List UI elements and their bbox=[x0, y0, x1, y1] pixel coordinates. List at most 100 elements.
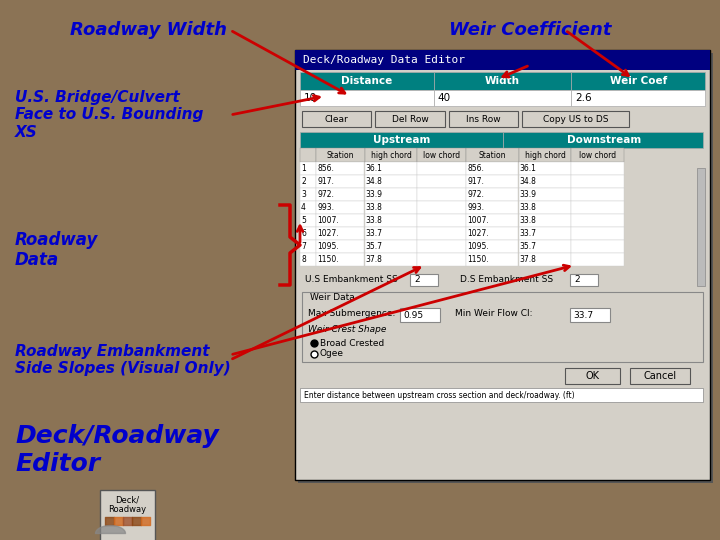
Text: 1: 1 bbox=[301, 164, 306, 173]
Text: 1007.: 1007. bbox=[467, 216, 489, 225]
FancyBboxPatch shape bbox=[316, 214, 364, 227]
Text: 7: 7 bbox=[301, 242, 306, 251]
FancyBboxPatch shape bbox=[300, 162, 315, 175]
FancyBboxPatch shape bbox=[100, 490, 155, 540]
FancyBboxPatch shape bbox=[518, 214, 571, 227]
FancyBboxPatch shape bbox=[300, 227, 315, 240]
FancyBboxPatch shape bbox=[316, 175, 364, 188]
FancyBboxPatch shape bbox=[418, 162, 466, 175]
FancyBboxPatch shape bbox=[466, 148, 518, 162]
Text: 33.8: 33.8 bbox=[520, 216, 536, 225]
Text: 37.8: 37.8 bbox=[366, 255, 382, 264]
FancyBboxPatch shape bbox=[300, 214, 315, 227]
FancyBboxPatch shape bbox=[316, 188, 364, 201]
Text: 37.8: 37.8 bbox=[520, 255, 536, 264]
Text: 33.8: 33.8 bbox=[366, 216, 382, 225]
FancyBboxPatch shape bbox=[466, 253, 518, 266]
FancyBboxPatch shape bbox=[630, 368, 690, 384]
Text: Del Row: Del Row bbox=[392, 114, 428, 124]
FancyBboxPatch shape bbox=[365, 148, 418, 162]
FancyBboxPatch shape bbox=[418, 253, 466, 266]
Text: Weir Data: Weir Data bbox=[310, 294, 355, 302]
FancyBboxPatch shape bbox=[570, 308, 610, 322]
Text: Clear: Clear bbox=[325, 114, 348, 124]
FancyBboxPatch shape bbox=[433, 72, 572, 90]
Text: 33.9: 33.9 bbox=[366, 190, 383, 199]
FancyBboxPatch shape bbox=[572, 162, 624, 175]
Text: high chord: high chord bbox=[525, 151, 565, 159]
Text: Roadway Embankment
Side Slopes (Visual Only): Roadway Embankment Side Slopes (Visual O… bbox=[15, 344, 230, 376]
FancyBboxPatch shape bbox=[518, 201, 571, 214]
Text: Roadway: Roadway bbox=[109, 505, 147, 515]
Text: 35.7: 35.7 bbox=[366, 242, 383, 251]
FancyBboxPatch shape bbox=[400, 308, 440, 322]
FancyBboxPatch shape bbox=[572, 214, 624, 227]
FancyBboxPatch shape bbox=[418, 148, 466, 162]
Text: 36.1: 36.1 bbox=[520, 164, 536, 173]
Text: 33.8: 33.8 bbox=[520, 203, 536, 212]
FancyBboxPatch shape bbox=[572, 72, 705, 90]
FancyBboxPatch shape bbox=[503, 132, 703, 148]
FancyBboxPatch shape bbox=[570, 274, 598, 286]
FancyBboxPatch shape bbox=[365, 253, 417, 266]
Text: 33.7: 33.7 bbox=[573, 310, 593, 320]
Text: 6: 6 bbox=[301, 229, 306, 238]
Text: 4: 4 bbox=[301, 203, 306, 212]
Text: 917.: 917. bbox=[467, 177, 484, 186]
Text: U.S. Bridge/Culvert
Face to U.S. Bounding
XS: U.S. Bridge/Culvert Face to U.S. Boundin… bbox=[15, 90, 203, 140]
FancyBboxPatch shape bbox=[466, 214, 518, 227]
Text: 1095.: 1095. bbox=[467, 242, 489, 251]
FancyBboxPatch shape bbox=[300, 72, 433, 90]
Text: Station: Station bbox=[327, 151, 354, 159]
FancyBboxPatch shape bbox=[300, 148, 316, 162]
FancyBboxPatch shape bbox=[418, 188, 466, 201]
Text: Distance: Distance bbox=[341, 76, 392, 86]
FancyBboxPatch shape bbox=[518, 162, 571, 175]
FancyBboxPatch shape bbox=[300, 175, 315, 188]
FancyBboxPatch shape bbox=[298, 53, 713, 483]
FancyBboxPatch shape bbox=[572, 175, 624, 188]
Text: 856.: 856. bbox=[318, 164, 334, 173]
FancyBboxPatch shape bbox=[418, 240, 466, 253]
FancyBboxPatch shape bbox=[300, 240, 315, 253]
FancyBboxPatch shape bbox=[466, 188, 518, 201]
Text: Upstream: Upstream bbox=[372, 135, 430, 145]
FancyBboxPatch shape bbox=[300, 188, 315, 201]
FancyBboxPatch shape bbox=[565, 368, 620, 384]
FancyBboxPatch shape bbox=[300, 201, 315, 214]
Text: Copy US to DS: Copy US to DS bbox=[543, 114, 608, 124]
Text: low chord: low chord bbox=[423, 151, 460, 159]
FancyBboxPatch shape bbox=[418, 227, 466, 240]
Text: 10: 10 bbox=[304, 93, 317, 103]
FancyBboxPatch shape bbox=[316, 227, 364, 240]
Text: Min Weir Flow Cl:: Min Weir Flow Cl: bbox=[455, 309, 533, 319]
FancyBboxPatch shape bbox=[365, 188, 417, 201]
FancyBboxPatch shape bbox=[433, 90, 572, 106]
Text: 993.: 993. bbox=[467, 203, 484, 212]
FancyBboxPatch shape bbox=[572, 188, 624, 201]
FancyBboxPatch shape bbox=[300, 253, 315, 266]
FancyBboxPatch shape bbox=[522, 111, 629, 127]
FancyBboxPatch shape bbox=[302, 292, 703, 362]
FancyBboxPatch shape bbox=[418, 214, 466, 227]
FancyBboxPatch shape bbox=[572, 148, 624, 162]
FancyBboxPatch shape bbox=[300, 388, 703, 402]
Text: Cancel: Cancel bbox=[644, 371, 677, 381]
FancyBboxPatch shape bbox=[518, 188, 571, 201]
FancyBboxPatch shape bbox=[316, 253, 364, 266]
FancyBboxPatch shape bbox=[518, 240, 571, 253]
FancyBboxPatch shape bbox=[365, 201, 417, 214]
FancyBboxPatch shape bbox=[572, 90, 705, 106]
FancyBboxPatch shape bbox=[518, 227, 571, 240]
FancyBboxPatch shape bbox=[300, 132, 503, 148]
Text: OK: OK bbox=[586, 371, 600, 381]
Text: 33.7: 33.7 bbox=[520, 229, 536, 238]
FancyBboxPatch shape bbox=[365, 240, 417, 253]
Text: 2: 2 bbox=[301, 177, 306, 186]
Text: 1150.: 1150. bbox=[318, 255, 339, 264]
FancyBboxPatch shape bbox=[365, 227, 417, 240]
Text: Width: Width bbox=[485, 76, 520, 86]
Text: 856.: 856. bbox=[467, 164, 484, 173]
FancyBboxPatch shape bbox=[466, 162, 518, 175]
Text: Deck/Roadway
Editor: Deck/Roadway Editor bbox=[15, 424, 219, 476]
